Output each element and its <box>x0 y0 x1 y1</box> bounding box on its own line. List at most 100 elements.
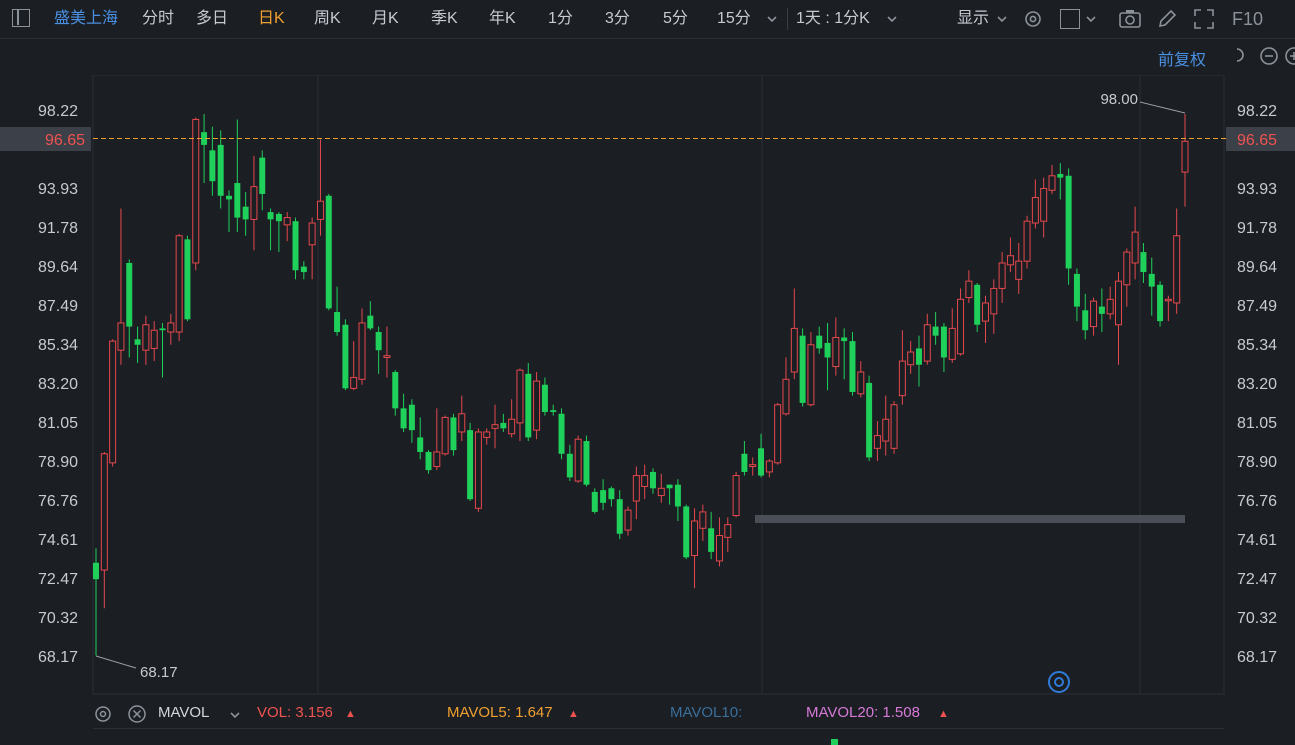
mavol10-value: MAVOL10: <box>670 704 743 721</box>
candle-body <box>741 453 748 472</box>
candle-body <box>1073 273 1080 307</box>
candle-body <box>167 322 175 333</box>
adjust-mode[interactable]: 前复权 <box>1158 52 1207 69</box>
price-tick-right: 74.61 <box>1237 532 1277 549</box>
chevron-down-icon[interactable] <box>1085 12 1097 30</box>
candle-body <box>467 430 474 500</box>
range-selector[interactable]: 1天 : 1分K <box>796 10 870 27</box>
candle-body <box>1098 306 1105 314</box>
candle-body <box>500 422 507 429</box>
candle-body <box>1115 280 1122 326</box>
candle-body <box>292 221 299 271</box>
price-tick-left: 91.78 <box>38 220 78 237</box>
indicator-name[interactable]: MAVOL <box>158 704 210 721</box>
candle-body <box>217 144 224 196</box>
f10-button[interactable]: F10 <box>1232 9 1264 29</box>
candle-body <box>350 376 358 389</box>
candle-body <box>1065 175 1072 269</box>
candle-body <box>283 217 291 226</box>
tab-3min[interactable]: 3分 <box>605 10 630 27</box>
candle-body <box>441 416 449 455</box>
candle-body <box>790 327 798 373</box>
price-tick-left: 87.49 <box>38 298 78 315</box>
candle-body <box>525 373 532 438</box>
candle-body <box>242 206 249 220</box>
candle-body <box>1048 175 1056 191</box>
candle-body <box>649 471 656 489</box>
candle-body <box>998 262 1006 289</box>
high-price-label: 98.00 <box>1100 91 1138 108</box>
tab-week-k[interactable]: 周K <box>314 10 341 27</box>
vol-value: VOL: 3.156 <box>257 704 333 721</box>
tab-15min[interactable]: 15分 <box>717 10 751 27</box>
candle-body <box>425 451 432 471</box>
at-icon <box>1048 671 1070 693</box>
tab-fenshi[interactable]: 分时 <box>142 10 175 27</box>
chevron-down-icon[interactable] <box>886 12 898 30</box>
candle-body <box>483 431 491 438</box>
zoom-out-icon[interactable] <box>1259 46 1279 71</box>
price-tick-left: 78.90 <box>38 454 78 471</box>
candle-body <box>974 284 981 325</box>
candle-body <box>915 348 922 365</box>
candle-body <box>150 329 158 349</box>
tab-duori[interactable]: 多日 <box>196 10 229 27</box>
pencil-icon[interactable] <box>1156 8 1178 35</box>
tab-year-k[interactable]: 年K <box>489 10 516 27</box>
candle-body <box>807 344 815 406</box>
candle-body <box>1140 252 1147 273</box>
tab-5min[interactable]: 5分 <box>663 10 688 27</box>
volume-bar <box>831 739 838 745</box>
candle-body <box>583 441 590 485</box>
candle-body <box>100 453 108 571</box>
square-icon[interactable] <box>1060 9 1080 29</box>
candle-body <box>774 404 782 464</box>
tab-day-k[interactable]: 日K <box>258 10 285 27</box>
candle-body <box>367 315 374 329</box>
gear-icon[interactable] <box>93 704 113 728</box>
candle-body <box>316 200 324 220</box>
undo-icon[interactable] <box>1232 46 1250 69</box>
candle-body <box>957 298 965 355</box>
volume-panel <box>93 728 1224 745</box>
price-tick-right: 87.49 <box>1237 298 1277 315</box>
close-icon[interactable] <box>127 704 147 728</box>
chevron-down-icon[interactable] <box>996 12 1008 30</box>
price-tick-right: 76.76 <box>1237 493 1277 510</box>
candle-body <box>234 183 241 218</box>
price-tick-right: 89.64 <box>1237 259 1277 276</box>
display-menu[interactable]: 显示 <box>957 10 990 27</box>
stock-name[interactable]: 盛美上海 <box>54 10 119 27</box>
candle-body <box>1181 140 1189 173</box>
candle-body <box>857 371 865 395</box>
chevron-down-icon[interactable] <box>229 708 241 725</box>
candle-body <box>1090 300 1098 328</box>
fullscreen-icon[interactable] <box>1193 8 1215 35</box>
volume-indicator-bar: MAVOL VOL: 3.156 ▲ MAVOL5: 1.647 ▲ MAVOL… <box>0 700 1295 726</box>
price-tick-right: 68.17 <box>1237 649 1277 666</box>
candle-body <box>342 324 349 389</box>
candle-body <box>882 418 890 442</box>
sidebar-toggle-icon[interactable] <box>12 9 30 27</box>
chevron-down-icon[interactable] <box>766 12 778 30</box>
selection-bar <box>755 515 1185 523</box>
tab-month-k[interactable]: 月K <box>372 10 399 27</box>
candle-body <box>732 475 740 517</box>
tab-1min[interactable]: 1分 <box>548 10 573 27</box>
candle-body <box>142 324 150 351</box>
candlestick-chart[interactable]: 98.22 96.65 93.93 91.78 89.64 87.49 85.34 83.20… <box>0 75 1295 697</box>
camera-icon[interactable] <box>1118 8 1142 35</box>
candle-body <box>558 413 565 454</box>
candle-body <box>450 417 457 451</box>
zoom-in-icon[interactable] <box>1284 46 1295 71</box>
candle-body <box>674 484 681 507</box>
candle-body <box>708 528 715 552</box>
candle-body <box>832 336 840 368</box>
gear-icon[interactable] <box>1022 8 1044 35</box>
candle-body <box>932 326 939 336</box>
candle-body <box>724 524 732 538</box>
candle-body <box>117 322 125 351</box>
price-tick-left: 83.20 <box>38 376 78 393</box>
tab-season-k[interactable]: 季K <box>431 10 458 27</box>
current-price-left-tag: 96.65 <box>0 127 91 151</box>
